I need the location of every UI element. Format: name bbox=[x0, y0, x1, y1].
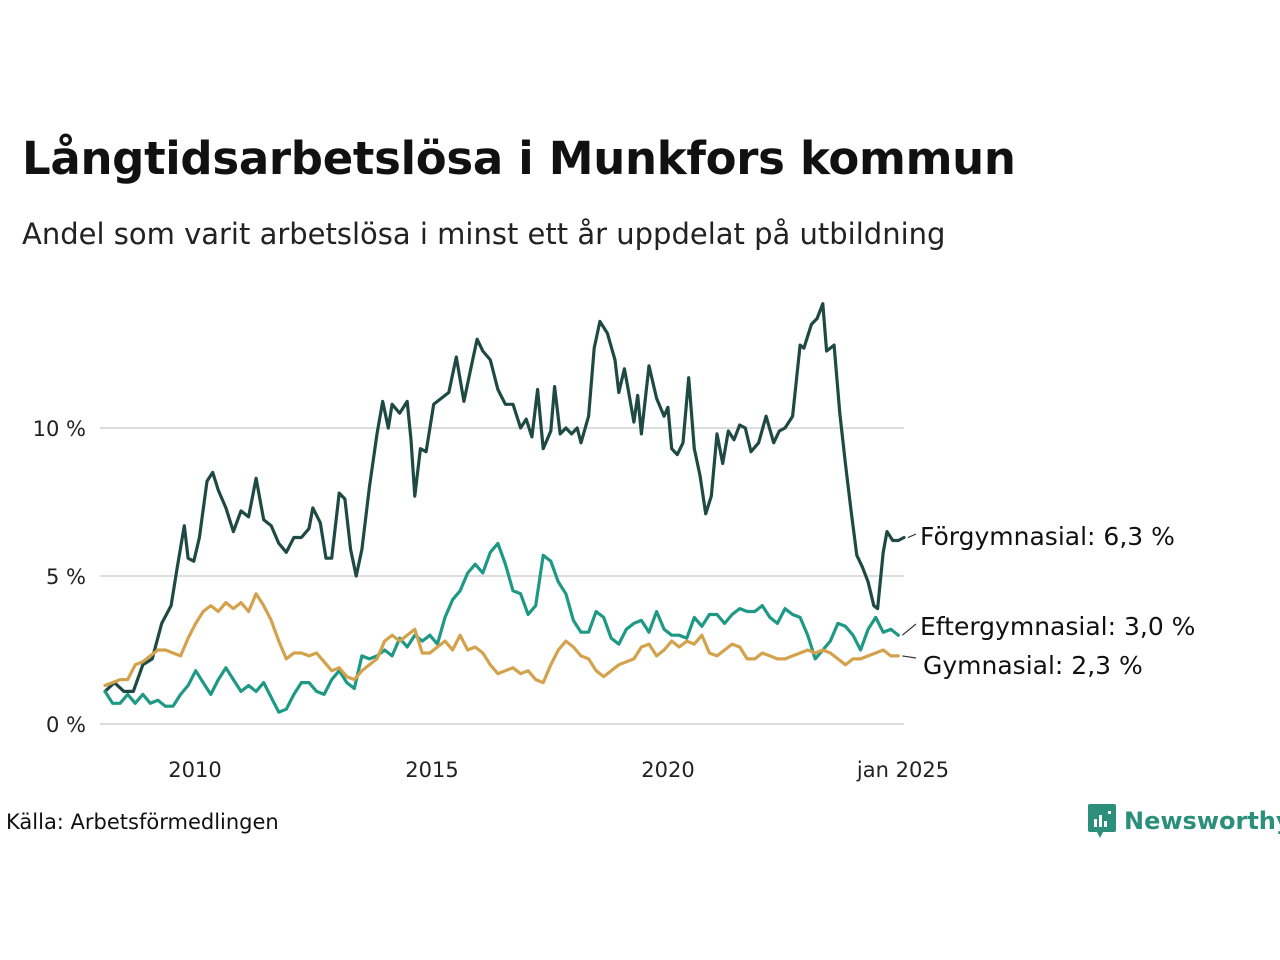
chart-title: Långtidsarbetslösa i Munkfors kommun bbox=[22, 132, 1016, 185]
series-line-gymnasial bbox=[103, 592, 900, 688]
end-labels: Förgymnasial: 6,3 % Eftergymnasial: 3,0 %… bbox=[901, 522, 1195, 680]
label-connector bbox=[907, 533, 917, 539]
end-label-gymnasial: Gymnasial: 2,3 % bbox=[923, 651, 1143, 680]
series-lines bbox=[103, 302, 906, 714]
source-note: Källa: Arbetsförmedlingen bbox=[6, 810, 279, 834]
brand-logo[interactable]: Newsworthy bbox=[1088, 804, 1280, 838]
x-tick-label: 2020 bbox=[641, 758, 694, 782]
series-line-eftergymnasial bbox=[103, 541, 900, 714]
y-tick-label: 0 % bbox=[46, 713, 86, 737]
gridlines bbox=[100, 427, 904, 725]
y-tick-label: 5 % bbox=[46, 565, 86, 589]
end-label-eftergymnasial: Eftergymnasial: 3,0 % bbox=[920, 612, 1195, 641]
newsworthy-logo-icon bbox=[1088, 804, 1116, 838]
x-tick-label: 2015 bbox=[405, 758, 458, 782]
chart-subtitle: Andel som varit arbetslösa i minst ett å… bbox=[22, 217, 946, 251]
label-connector bbox=[902, 655, 917, 659]
end-label-forgymnasial: Förgymnasial: 6,3 % bbox=[920, 522, 1175, 551]
series-line-forgymnasial bbox=[103, 302, 906, 694]
brand-name: Newsworthy bbox=[1124, 807, 1280, 835]
x-tick-label: jan 2025 bbox=[856, 758, 949, 782]
axis-labels: 0 % 5 % 10 % 2010 2015 2020 jan 2025 bbox=[33, 417, 949, 782]
label-connector bbox=[901, 623, 917, 636]
x-tick-label: 2010 bbox=[168, 758, 221, 782]
y-tick-label: 10 % bbox=[33, 417, 86, 441]
